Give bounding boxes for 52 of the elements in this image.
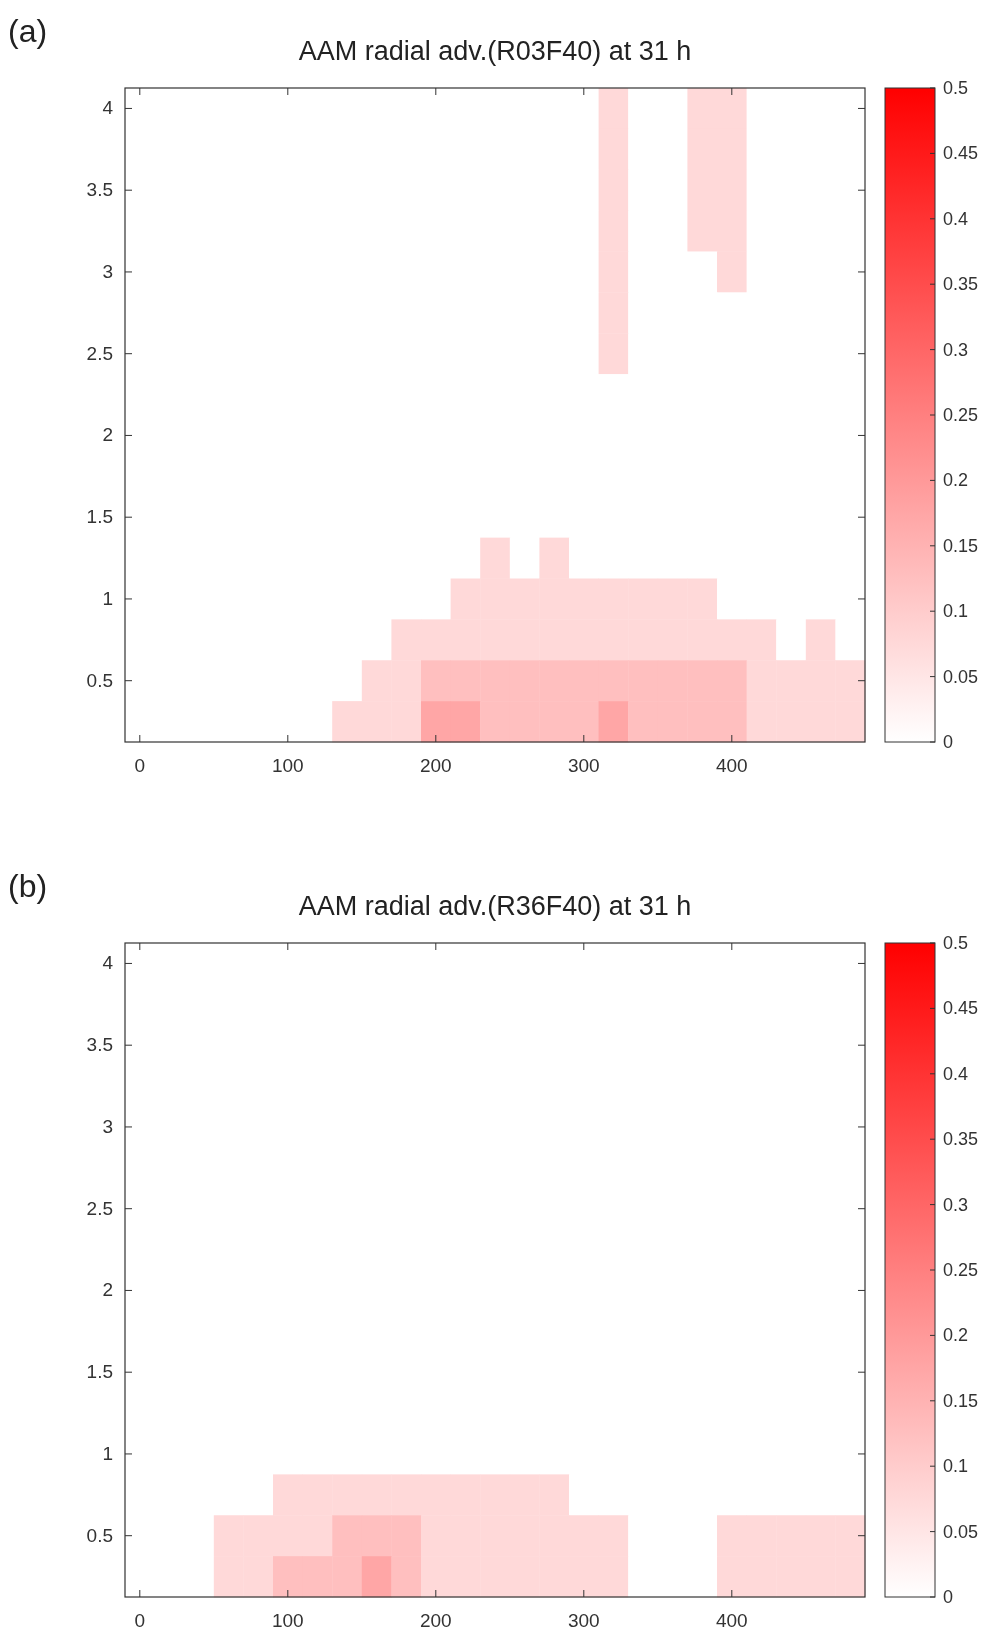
chart-title: AAM radial adv.(R03F40) at 31 h [298,36,692,66]
y-tick-label: 2.5 [86,342,113,364]
color-bar-label: 0.1 [943,1456,969,1477]
y-tick-label: 1 [102,587,113,609]
chart-title: AAM radial adv.(R36F40) at 31 h [298,891,692,921]
color-bar-label: 0.1 [943,601,969,622]
color-bar-label: 0.4 [943,208,969,229]
y-tick-label: 3 [102,1115,113,1137]
y-tick-label: 2 [102,1279,113,1301]
y-tick-label: 3.5 [86,1034,113,1056]
color-bar-label: 0.05 [943,1521,979,1542]
color-bar-label: 0.15 [943,535,979,556]
color-bar-label: 0.45 [943,143,979,164]
x-tick-label: 400 [715,1610,748,1631]
color-bar-label: 0.05 [943,666,979,687]
color-bar-label: 0.15 [943,1390,979,1411]
color-bar-label: 0.5 [943,78,969,98]
y-tick-label: 2 [102,424,113,446]
x-tick-label: 400 [715,755,748,776]
color-bar-label: 0.35 [943,274,979,295]
y-tick-label: 3.5 [86,179,113,201]
color-bar-label: 0.3 [943,339,969,360]
x-tick-label: 100 [271,1610,304,1631]
x-tick-label: 300 [567,1610,600,1631]
color-bar-label: 0 [943,1587,954,1607]
color-bar-label: 0.25 [943,405,979,425]
color-bar-label: 0.45 [943,998,979,1019]
x-tick-label: 0 [134,1610,146,1631]
y-tick-label: 3 [102,260,113,282]
y-tick-label: 0.5 [86,669,113,691]
y-tick-label: 1 [102,1442,113,1464]
color-bar-label: 0.4 [943,1063,969,1084]
y-tick-label: 0.5 [86,1524,113,1546]
text: (a) [8,13,48,49]
x-tick-label: 0 [134,755,146,776]
y-tick-label: 4 [102,952,114,974]
color-bar-label: 0 [943,732,954,752]
y-tick-label: 2.5 [86,1197,113,1219]
text: (b) [8,868,48,904]
x-tick-label: 300 [567,755,600,776]
color-bar-label: 0.3 [943,1194,969,1215]
y-tick-label: 4 [102,97,114,119]
color-bar-label: 0.5 [943,933,969,953]
x-tick-label: 100 [271,755,304,776]
x-tick-label: 200 [419,1610,452,1631]
color-bar-label: 0.2 [943,470,969,491]
color-bar-label: 0.25 [943,1260,979,1280]
color-bar-label: 0.35 [943,1129,979,1150]
color-bar-label: 0.2 [943,1325,969,1346]
y-tick-label: 1.5 [86,506,113,528]
y-tick-label: 1.5 [86,1361,113,1383]
x-tick-label: 200 [419,755,452,776]
